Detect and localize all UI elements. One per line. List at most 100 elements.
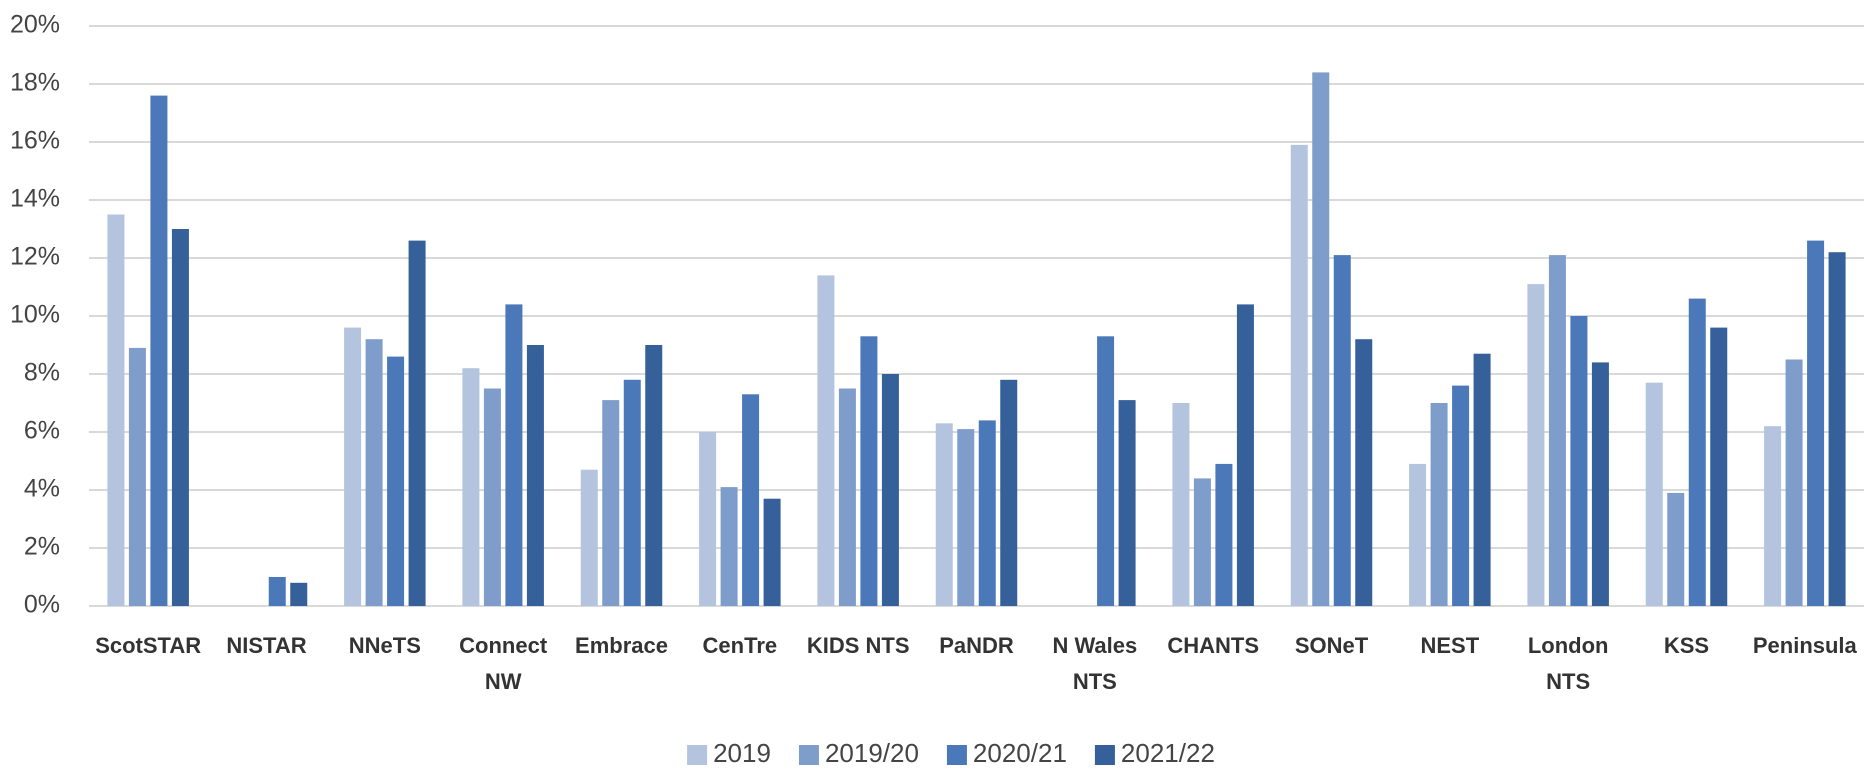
bar [365, 339, 383, 606]
bar [505, 304, 523, 606]
bar [978, 420, 996, 606]
x-tick-label: N Wales NTS [1052, 633, 1137, 694]
legend-label: 2019 [713, 738, 771, 768]
y-tick-label: 18% [10, 69, 60, 97]
bar [1764, 426, 1782, 606]
x-tick-label: Connect NW [459, 633, 548, 694]
bar [1236, 304, 1254, 606]
x-tick-label-line: N Wales [1052, 633, 1137, 658]
x-tick-label: KSS [1664, 633, 1709, 658]
bar [1548, 255, 1566, 606]
x-tick-label: NEST [1420, 633, 1479, 658]
bar [957, 429, 975, 606]
y-tick-label: 20% [10, 11, 60, 39]
bar [763, 498, 781, 606]
bar [1430, 403, 1448, 606]
x-tick-label: KIDS NTS [807, 633, 910, 658]
y-tick-label: 16% [10, 127, 60, 155]
x-tick-label-line: NW [485, 669, 522, 694]
x-tick-label-line: Connect [459, 633, 548, 658]
x-tick-label: NNeTS [349, 633, 421, 658]
bar [268, 577, 286, 606]
bar [720, 487, 738, 606]
y-tick-label: 4% [24, 475, 60, 503]
bar [1667, 492, 1685, 606]
y-tick-label: 14% [10, 185, 60, 213]
x-tick-label: ScotSTAR [95, 633, 201, 658]
bar [107, 214, 125, 606]
y-tick-label: 6% [24, 417, 60, 445]
bar [881, 374, 899, 606]
bar [1688, 298, 1706, 606]
legend-item: 2021/22 [1094, 738, 1215, 768]
y-tick-label: 2% [24, 533, 60, 561]
bar [1118, 400, 1136, 606]
bar [1645, 382, 1663, 606]
legend-item: 2019/20 [798, 738, 919, 768]
y-tick-label: 0% [24, 591, 60, 619]
y-tick-label: 8% [24, 359, 60, 387]
bar [387, 356, 405, 606]
bar [1785, 359, 1803, 606]
bar [1333, 255, 1351, 606]
x-tick-label: Embrace [575, 633, 668, 658]
x-tick-label: CenTre [703, 633, 778, 658]
y-tick-label: 12% [10, 243, 60, 271]
legend-label: 2021/22 [1121, 738, 1215, 768]
x-tick-label: CHANTS [1167, 633, 1259, 658]
bar [1452, 385, 1470, 606]
bar [171, 229, 189, 606]
bar [817, 275, 835, 606]
legend-swatch [946, 745, 967, 765]
bar [1828, 252, 1846, 606]
bar [483, 388, 501, 606]
x-tick-label: NISTAR [226, 633, 306, 658]
bar [935, 423, 953, 606]
bar [150, 95, 168, 606]
bar [742, 394, 760, 606]
bar [344, 327, 362, 606]
legend-swatch [1094, 745, 1115, 765]
bar [1290, 144, 1308, 606]
bar [1591, 362, 1609, 606]
bar [602, 400, 620, 606]
x-tick-label: Peninsula [1753, 633, 1858, 658]
x-tick-label-line: London [1528, 633, 1609, 658]
bar [1312, 72, 1330, 606]
bar [860, 336, 878, 606]
bar [290, 582, 308, 606]
x-tick-label-line: NTS [1073, 669, 1117, 694]
bar [1527, 284, 1545, 606]
bar [526, 345, 544, 606]
bar [645, 345, 663, 606]
bar [1710, 327, 1728, 606]
bar [1000, 379, 1018, 606]
y-tick-label: 10% [10, 301, 60, 329]
legend-swatch [798, 745, 819, 765]
bar [1409, 463, 1427, 606]
legend-label: 2020/21 [973, 738, 1067, 768]
bar [462, 368, 480, 606]
bar [1215, 463, 1233, 606]
bar [1807, 240, 1825, 606]
bar [128, 347, 146, 606]
bar [1570, 316, 1588, 606]
bar [623, 379, 641, 606]
x-tick-label: PaNDR [939, 633, 1014, 658]
x-tick-label: London NTS [1528, 633, 1609, 694]
bar [1473, 353, 1491, 606]
bar [408, 240, 426, 606]
bar [838, 388, 856, 606]
bar [1172, 403, 1190, 606]
bar [580, 469, 598, 606]
x-tick-label: SONeT [1295, 633, 1369, 658]
bar [1193, 478, 1211, 606]
x-tick-label-line: NTS [1546, 669, 1590, 694]
legend-item: 2019 [687, 738, 771, 768]
legend-swatch [687, 745, 708, 765]
legend-label: 2019/20 [825, 738, 919, 768]
legend-item: 2020/21 [946, 738, 1067, 768]
bar [1355, 339, 1373, 606]
bar [1097, 336, 1115, 606]
